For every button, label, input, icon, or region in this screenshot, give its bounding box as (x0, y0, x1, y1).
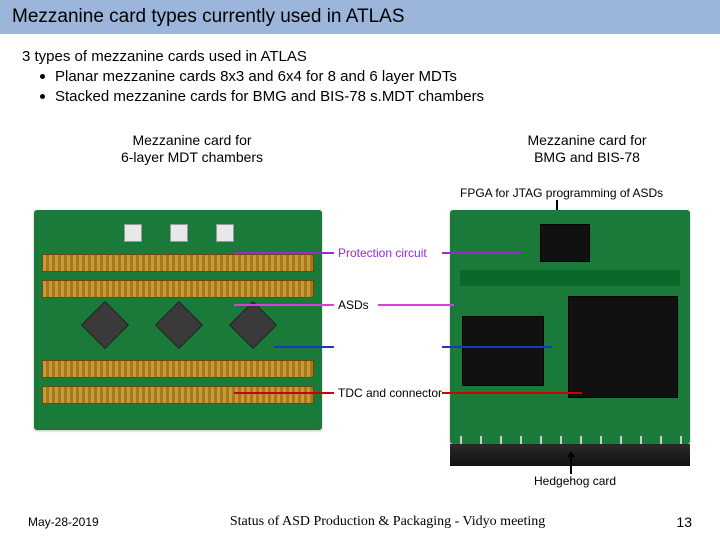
pointer-line-icon (234, 392, 334, 394)
small-ic-icon (216, 224, 234, 242)
bga-chip-icon (568, 296, 678, 398)
bullet-item: Stacked mezzanine cards for BMG and BIS-… (40, 87, 698, 107)
label-protection: Protection circuit (338, 246, 446, 260)
boards-area: Hedgehog card Protection circuit ASDs TD… (34, 206, 694, 466)
caption-line: 6-layer MDT chambers (52, 149, 332, 167)
caption-left: Mezzanine card for 6-layer MDT chambers (52, 132, 332, 167)
connector-row (42, 386, 314, 404)
protection-strip (460, 270, 680, 286)
caption-line: BMG and BIS-78 (482, 149, 692, 167)
caption-line: Mezzanine card for (52, 132, 332, 150)
bullet-item: Planar mezzanine cards 8x3 and 6x4 for 8… (40, 67, 698, 87)
bullet-dot-icon (40, 74, 45, 79)
hedgehog-label: Hedgehog card (534, 474, 616, 488)
content-area: 3 types of mezzanine cards used in ATLAS… (0, 34, 720, 167)
footer-page-number: 13 (676, 514, 692, 530)
footer-center: Status of ASD Production & Packaging - V… (230, 514, 545, 530)
asd-chip-icon (229, 301, 277, 349)
captions-row: Mezzanine card for 6-layer MDT chambers … (22, 132, 698, 167)
caption-right: Mezzanine card for BMG and BIS-78 (482, 132, 692, 167)
pointer-line-icon (442, 392, 582, 394)
bullet-dot-icon (40, 94, 45, 99)
asd-chip-icon (155, 301, 203, 349)
pcb-left-image (34, 210, 322, 430)
pointer-line-icon (378, 304, 454, 306)
fpga-label: FPGA for JTAG programming of ASDs (460, 186, 663, 200)
bullet-text: Stacked mezzanine cards for BMG and BIS-… (55, 87, 484, 107)
footer-date: May-28-2019 (28, 515, 99, 529)
caption-line: Mezzanine card for (482, 132, 692, 150)
footer: May-28-2019 Status of ASD Production & P… (0, 514, 720, 530)
asd-chip-icon (81, 301, 129, 349)
fpga-chip-icon (540, 224, 590, 262)
pointer-line-icon (442, 346, 552, 348)
connector-row (42, 360, 314, 378)
arrow-up-icon (570, 456, 572, 474)
pcb-right-image (450, 210, 690, 444)
label-text: TDC and connector (338, 386, 446, 400)
label-tdc: TDC and connector (338, 386, 446, 400)
connector-row (42, 254, 314, 272)
connector-row (42, 280, 314, 298)
title-text: Mezzanine card types currently used in A… (12, 6, 405, 27)
pointer-line-icon (234, 252, 334, 254)
bga-chip-icon (462, 316, 544, 386)
label-text: Protection circuit (338, 246, 446, 260)
pointer-line-icon (234, 304, 334, 306)
bullet-text: Planar mezzanine cards 8x3 and 6x4 for 8… (55, 67, 457, 87)
pointer-line-icon (442, 252, 522, 254)
intro-line: 3 types of mezzanine cards used in ATLAS (22, 48, 698, 65)
small-ic-icon (170, 224, 188, 242)
slide-title: Mezzanine card types currently used in A… (0, 0, 720, 34)
small-ic-icon (124, 224, 142, 242)
pointer-line-icon (274, 346, 334, 348)
bullet-list: Planar mezzanine cards 8x3 and 6x4 for 8… (40, 67, 698, 108)
